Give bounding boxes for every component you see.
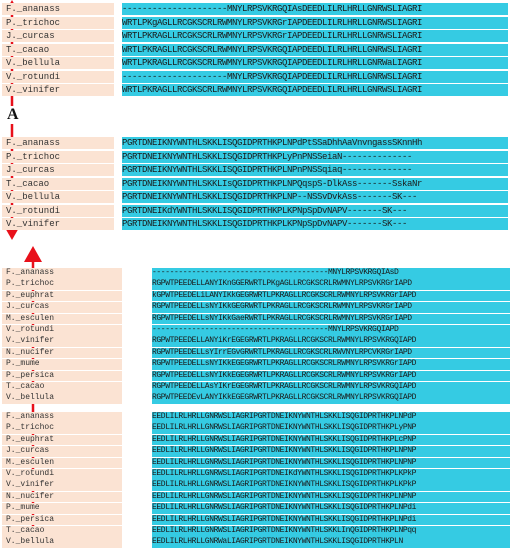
species-name: V._rotundi (2, 70, 114, 83)
species-name: P._persica (2, 514, 122, 526)
sequence: RGPWTPEEDELLAsYIKrEGEGRWRTLPKRAGLLRCGKSC… (152, 382, 510, 393)
sequence: WRTLPKRAGLLRCGKSCRLRWMNYLRPSVKRGQIAPDEED… (122, 43, 508, 56)
sequence: RGPWTPEEDELLsNYIKkGEGRWRTLPKRAGLLRCGKSCR… (152, 302, 510, 313)
sequence: WRTLPKgAGLLRCGKSCRLRWMNYLRPSVKRGrIAPDEED… (122, 16, 508, 29)
sequence: PGRTDNEIKNYWNTHLSKKLISQGIDPRTHKPLNP--NSS… (122, 191, 508, 203)
sequence: RGPWTPEEDELLANYiKrEGEGRWRTLPKRAGLLRCGKSC… (152, 336, 510, 347)
species-name: T._cacao (2, 43, 114, 56)
species-name: J._curcas (2, 446, 122, 457)
sequence: WRTLPKRAGLLRCGKSCRLRWMNYLRPSVKRGrIAPDEED… (122, 30, 508, 42)
sequence: RGPWTPEEDELLsNYIKkEGEGRWRTLPKRAGLLRCGKSC… (152, 359, 510, 370)
sequence: ----------------------------------------… (152, 268, 510, 279)
sequence: ---------------------MNYLRPSVKRGQIAsDEED… (122, 3, 508, 15)
species-name: V._rotundi (2, 204, 114, 217)
sequence: WRTLPKRAGLLRCGKSCRLRWMNYLRPSVKRGQIAPDEED… (122, 57, 508, 69)
sequence: EEDLILRLHRLLGNRWSLIAGRIPGRTDNEIKNYWNTHLS… (152, 480, 510, 491)
sequence: EEDLILRLHRLLGNRWSLIAGRIPGRTDNEIKNYWNTHLS… (152, 434, 510, 446)
species-name: T._cacao (2, 177, 114, 190)
sequence: PGRTDNEIKNYWNTHLSKKLISQGIDPRTHKPLNPnPNSS… (122, 164, 508, 176)
sequence: RGPWTPEEDELLANYIKnGGERWRTLPKgAGLLRCGKSCR… (152, 279, 510, 290)
sequence: PGRTDNEIKNYWNTHLSKKLISQGIDPRTHKPLNPdPtSS… (122, 137, 508, 149)
species-name: P._euphrat (2, 434, 122, 446)
species-name: V._bellula (2, 191, 114, 203)
sequence: ---------------------MNYLRPSVKRGQIAPDEED… (122, 70, 508, 83)
sequence: PGRTDNEIKNYWNTHLSKKLISQGIDPRTHKPLyPnPNSS… (122, 150, 508, 163)
species-name: M._esculen (2, 313, 122, 325)
species-name: F._ananass (2, 268, 122, 279)
sequence: ----------------------------------------… (152, 325, 510, 336)
species-name: M._esculen (2, 457, 122, 469)
species-name: N._nucifer (2, 347, 122, 359)
species-name: V._bellula (2, 537, 122, 548)
sequence: EEDLILRLHRLLGNRWSLIAGRIPGRTDNEIKNYWNTHLS… (152, 423, 510, 434)
species-name: P._persica (2, 370, 122, 382)
species-name: V._bellula (2, 57, 114, 69)
species-name: P._trichoc (2, 16, 114, 29)
species-name: F._ananass (2, 412, 122, 423)
species-name: P._mume (2, 359, 122, 370)
panel-a-alignment: F._ananass ---------------------MNYLRPSVK… (2, 3, 508, 243)
species-name: P._trichoc (2, 279, 122, 290)
sequence: EEDLILRLHRLLGNRWaLIAGRIPGRTDNEIKNYWNTHLS… (152, 537, 510, 548)
sequence: EEDLILRLHRLLGNRWSLIAGRIPGRTDNEIKdYWNTHLS… (152, 469, 510, 480)
species-name: J._curcas (2, 164, 114, 176)
species-name: P._euphrat (2, 290, 122, 302)
species-name: V._rotundi (2, 469, 122, 480)
species-name: V._vinifer (2, 218, 114, 230)
species-name: T._cacao (2, 526, 122, 537)
species-name: V._vinifer (2, 84, 114, 96)
species-name: N._nucifer (2, 491, 122, 503)
sequence: PGRTDNEIKNYWNTHLSKKLIsQGIDPRTHKPLNPQqspS… (122, 177, 508, 190)
species-name: J._curcas (2, 302, 122, 313)
sequence: EEDLILRLHRLLGNRWSLIAGRIPGRTDNEIKNYWNTHLS… (152, 491, 510, 503)
sequence: EEDLILRLHRLLGNRWSLIAGRIPGRTDNEIKNYWNTHLS… (152, 457, 510, 469)
species-name: V._rotundi (2, 325, 122, 336)
sequence: kGPWTPEEDELiLANYIKkGEGRWRTLPKRAGLLRCGKSC… (152, 290, 510, 302)
species-name: P._trichoc (2, 150, 114, 163)
species-name: V._vinifer (2, 336, 122, 347)
sequence: EEDLILRLHRLLGNRWSLIAGRIPGRTDNEIKNYWNTHLS… (152, 514, 510, 526)
panel-a-label: A (5, 106, 21, 124)
species-name: V._bellula (2, 393, 122, 404)
sequence: RGPWTPEEDELLsNYIKkEGEGRWRTLPKRAGLLRCGKSC… (152, 370, 510, 382)
sequence: PGRTDNEIKNYWNTHLSKKLISQGIDPRTHKPLKPNpSpD… (122, 218, 508, 230)
sequence: EEDLILRLHRLLGNRWSLIAGRIPGRTDNEIKNYWNTHLS… (152, 412, 510, 423)
species-name: P._trichoc (2, 423, 122, 434)
species-name: T._cacao (2, 382, 122, 393)
species-name: F._ananass (2, 137, 114, 149)
species-name: F._ananass (2, 3, 114, 15)
species-name: V._vinifer (2, 480, 122, 491)
species-name: P._mume (2, 503, 122, 514)
panel-b-alignment: F._ananass ------------------------------… (2, 268, 510, 548)
sequence: EEDLILRLHRLLGNRWSLIAGRIPGRTDNEIKNYWNTHLS… (152, 526, 510, 537)
sequence: PGRTDNEIKdYWNTHLSKKLISQGIDPRTHKPLKPNpSpD… (122, 204, 508, 217)
sequence: EEDLILRLHRLLGNRWSLIAGRIPGRTDNEIKNYWNTHLS… (152, 446, 510, 457)
sequence: RGPWTPEEDELLsYIrrEGvGRWRTLPKRAGLLRCGKSCR… (152, 347, 510, 359)
sequence: EEDLILRLHRLLGNRWSLIAGRIPGRTDNEIKNYWNTHLS… (152, 503, 510, 514)
sequence: WRTLPKRAGLLRCGKSCRLRWMNYLRPSVKRGQIAPDEED… (122, 84, 508, 96)
species-name: J._curcas (2, 30, 114, 42)
sequence: RGPWTPEEDEvLANYIKkEGEGRWRTLPKRAGLLRCGKSC… (152, 393, 510, 404)
sequence: RGPWTPEEDELLsNYIKkGaeRWRTLPKRAGLLRCGKSCR… (152, 313, 510, 325)
